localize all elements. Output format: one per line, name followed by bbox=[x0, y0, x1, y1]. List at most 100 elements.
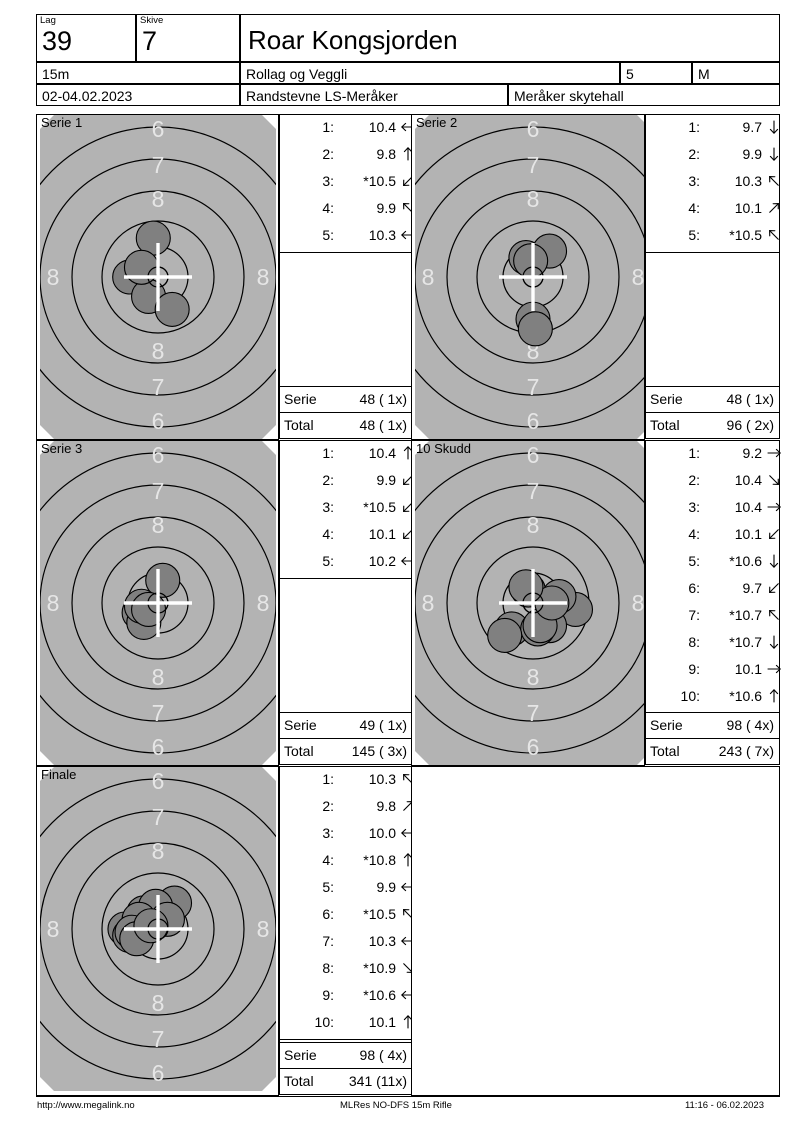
shot-index: 4: bbox=[322, 852, 334, 868]
footer-url[interactable]: http://www.megalink.no bbox=[37, 1100, 135, 1111]
total-value: 341 (11x) bbox=[348, 1073, 407, 1089]
shot-row: 9: *10.6 bbox=[280, 987, 415, 1014]
shot-row: 4: 10.1 bbox=[280, 526, 413, 553]
serie-row-3: Serie 49 ( 1x) bbox=[279, 712, 413, 739]
shot-direction-arrow-icon bbox=[400, 146, 416, 162]
shot-direction-arrow-icon bbox=[400, 526, 416, 542]
distance-value: 15m bbox=[42, 66, 70, 82]
shot-index: 7: bbox=[322, 933, 334, 949]
shooter-name-cell: Roar Kongsjorden bbox=[240, 14, 780, 62]
shot-direction-arrow-icon bbox=[400, 445, 416, 461]
svg-text:8: 8 bbox=[527, 512, 540, 538]
venue-value: Meråker skytehall bbox=[514, 88, 624, 104]
svg-text:6: 6 bbox=[152, 1060, 165, 1086]
shot-value: 9.7 bbox=[742, 119, 762, 135]
target-face-4: 10 Skudd 6 7 8 8 8 8 7 6 bbox=[411, 440, 645, 766]
shot-direction-arrow-icon bbox=[766, 634, 782, 650]
svg-text:8: 8 bbox=[152, 838, 165, 864]
footer-software: MLRes NO-DFS 15m Rifle bbox=[340, 1100, 452, 1111]
shot-value: 10.3 bbox=[734, 173, 762, 189]
shot-value: *10.7 bbox=[729, 634, 762, 650]
shot-direction-arrow-icon bbox=[766, 607, 782, 623]
shot-value: 10.2 bbox=[368, 553, 396, 569]
shot-row: 1: 10.4 bbox=[280, 445, 413, 472]
serie-label: Serie bbox=[650, 717, 683, 733]
shot-row: 5: *10.6 bbox=[646, 553, 779, 580]
shot-value: *10.5 bbox=[363, 173, 396, 189]
shot-direction-arrow-icon bbox=[766, 119, 782, 135]
shot-row: 2: 10.4 bbox=[646, 472, 779, 499]
shot-value: 9.9 bbox=[376, 879, 396, 895]
shot-direction-arrow-icon bbox=[766, 580, 782, 596]
svg-text:6: 6 bbox=[527, 442, 540, 468]
shot-index: 1: bbox=[688, 445, 700, 461]
lag-cell: Lag 39 bbox=[36, 14, 136, 62]
serie-value: 48 ( 1x) bbox=[726, 391, 774, 407]
total-row-1: Total 48 ( 1x) bbox=[279, 412, 413, 439]
total-label: Total bbox=[284, 417, 314, 433]
total-label: Total bbox=[284, 1073, 314, 1089]
shot-index: 2: bbox=[322, 472, 334, 488]
shot-value: 9.7 bbox=[742, 580, 762, 596]
svg-text:8: 8 bbox=[152, 186, 165, 212]
shot-row: 2: 9.9 bbox=[646, 146, 779, 173]
svg-text:7: 7 bbox=[527, 700, 540, 726]
shot-list-5: 1: 10.3 2: 9.8 3: 10.0 4: *10.8 5: 9.9 6: *10.5 7: 10… bbox=[279, 766, 416, 1040]
shot-list-filler-3 bbox=[279, 578, 413, 713]
shot-row: 4: 10.1 bbox=[646, 526, 779, 553]
shot-row: 5: 10.2 bbox=[280, 553, 415, 580]
svg-text:6: 6 bbox=[152, 734, 165, 760]
target-caption-2: Serie 2 bbox=[416, 115, 458, 130]
shot-direction-arrow-icon bbox=[766, 499, 782, 515]
shot-index: 5: bbox=[688, 553, 700, 569]
shot-row: 2: 9.9 bbox=[280, 472, 413, 499]
shot-row: 5: 9.9 bbox=[280, 879, 415, 906]
svg-text:6: 6 bbox=[527, 408, 540, 434]
shot-value: 9.8 bbox=[376, 146, 396, 162]
svg-text:6: 6 bbox=[152, 768, 165, 794]
svg-text:8: 8 bbox=[257, 590, 270, 616]
shot-value: 10.4 bbox=[368, 445, 396, 461]
date-cell: 02-04.02.2023 bbox=[36, 84, 240, 106]
shot-direction-arrow-icon bbox=[766, 227, 782, 243]
total-value: 96 ( 2x) bbox=[726, 417, 774, 433]
serie-row-4: Serie 98 ( 4x) bbox=[645, 712, 780, 739]
shot-row: 7: *10.7 bbox=[646, 607, 779, 634]
shot-index: 8: bbox=[322, 960, 334, 976]
shot-index: 9: bbox=[322, 987, 334, 1003]
shot-value: *10.9 bbox=[363, 960, 396, 976]
serie-value: 49 ( 1x) bbox=[359, 717, 407, 733]
shot-value: *10.6 bbox=[729, 553, 762, 569]
shot-list-4: 1: 9.2 2: 10.4 3: 10.4 4: 10.1 5: *10.6 6: 9.7 7: *10… bbox=[645, 440, 782, 714]
shot-row: 3: 10.3 bbox=[646, 173, 779, 200]
shot-value: 10.4 bbox=[734, 499, 762, 515]
shot-row: 3: *10.5 bbox=[280, 173, 413, 200]
shot-list-filler-2 bbox=[645, 252, 780, 387]
shot-index: 2: bbox=[322, 146, 334, 162]
shot-direction-arrow-icon bbox=[766, 526, 782, 542]
target-face-1: Serie 1 6 7 8 8 8 8 7 6 bbox=[36, 114, 279, 440]
venue-cell: Meråker skytehall bbox=[508, 84, 780, 106]
shot-direction-arrow-icon bbox=[400, 852, 416, 868]
shot-row: 3: 10.0 bbox=[280, 825, 415, 852]
footer-divider bbox=[36, 1096, 780, 1097]
total-row-4: Total 243 ( 7x) bbox=[645, 738, 780, 765]
distance-cell: 15m bbox=[36, 62, 240, 84]
shot-list-filler-1 bbox=[279, 252, 413, 387]
serie-row-2: Serie 48 ( 1x) bbox=[645, 386, 780, 413]
event-cell: Randstevne LS-Meråker bbox=[240, 84, 508, 106]
shot-row: 4: 9.9 bbox=[280, 200, 413, 227]
category-cell: M bbox=[692, 62, 780, 84]
lag-label: Lag bbox=[40, 15, 56, 26]
target-graphic-1: 6 7 8 8 8 8 7 6 bbox=[40, 115, 276, 439]
total-row-2: Total 96 ( 2x) bbox=[645, 412, 780, 439]
shot-direction-arrow-icon bbox=[400, 472, 416, 488]
total-row-5: Total 341 (11x) bbox=[279, 1068, 413, 1095]
shot-direction-arrow-icon bbox=[766, 146, 782, 162]
shot-value: *10.5 bbox=[363, 499, 396, 515]
shot-index: 10: bbox=[680, 688, 700, 704]
shot-value: 10.1 bbox=[734, 661, 762, 677]
svg-text:6: 6 bbox=[527, 734, 540, 760]
